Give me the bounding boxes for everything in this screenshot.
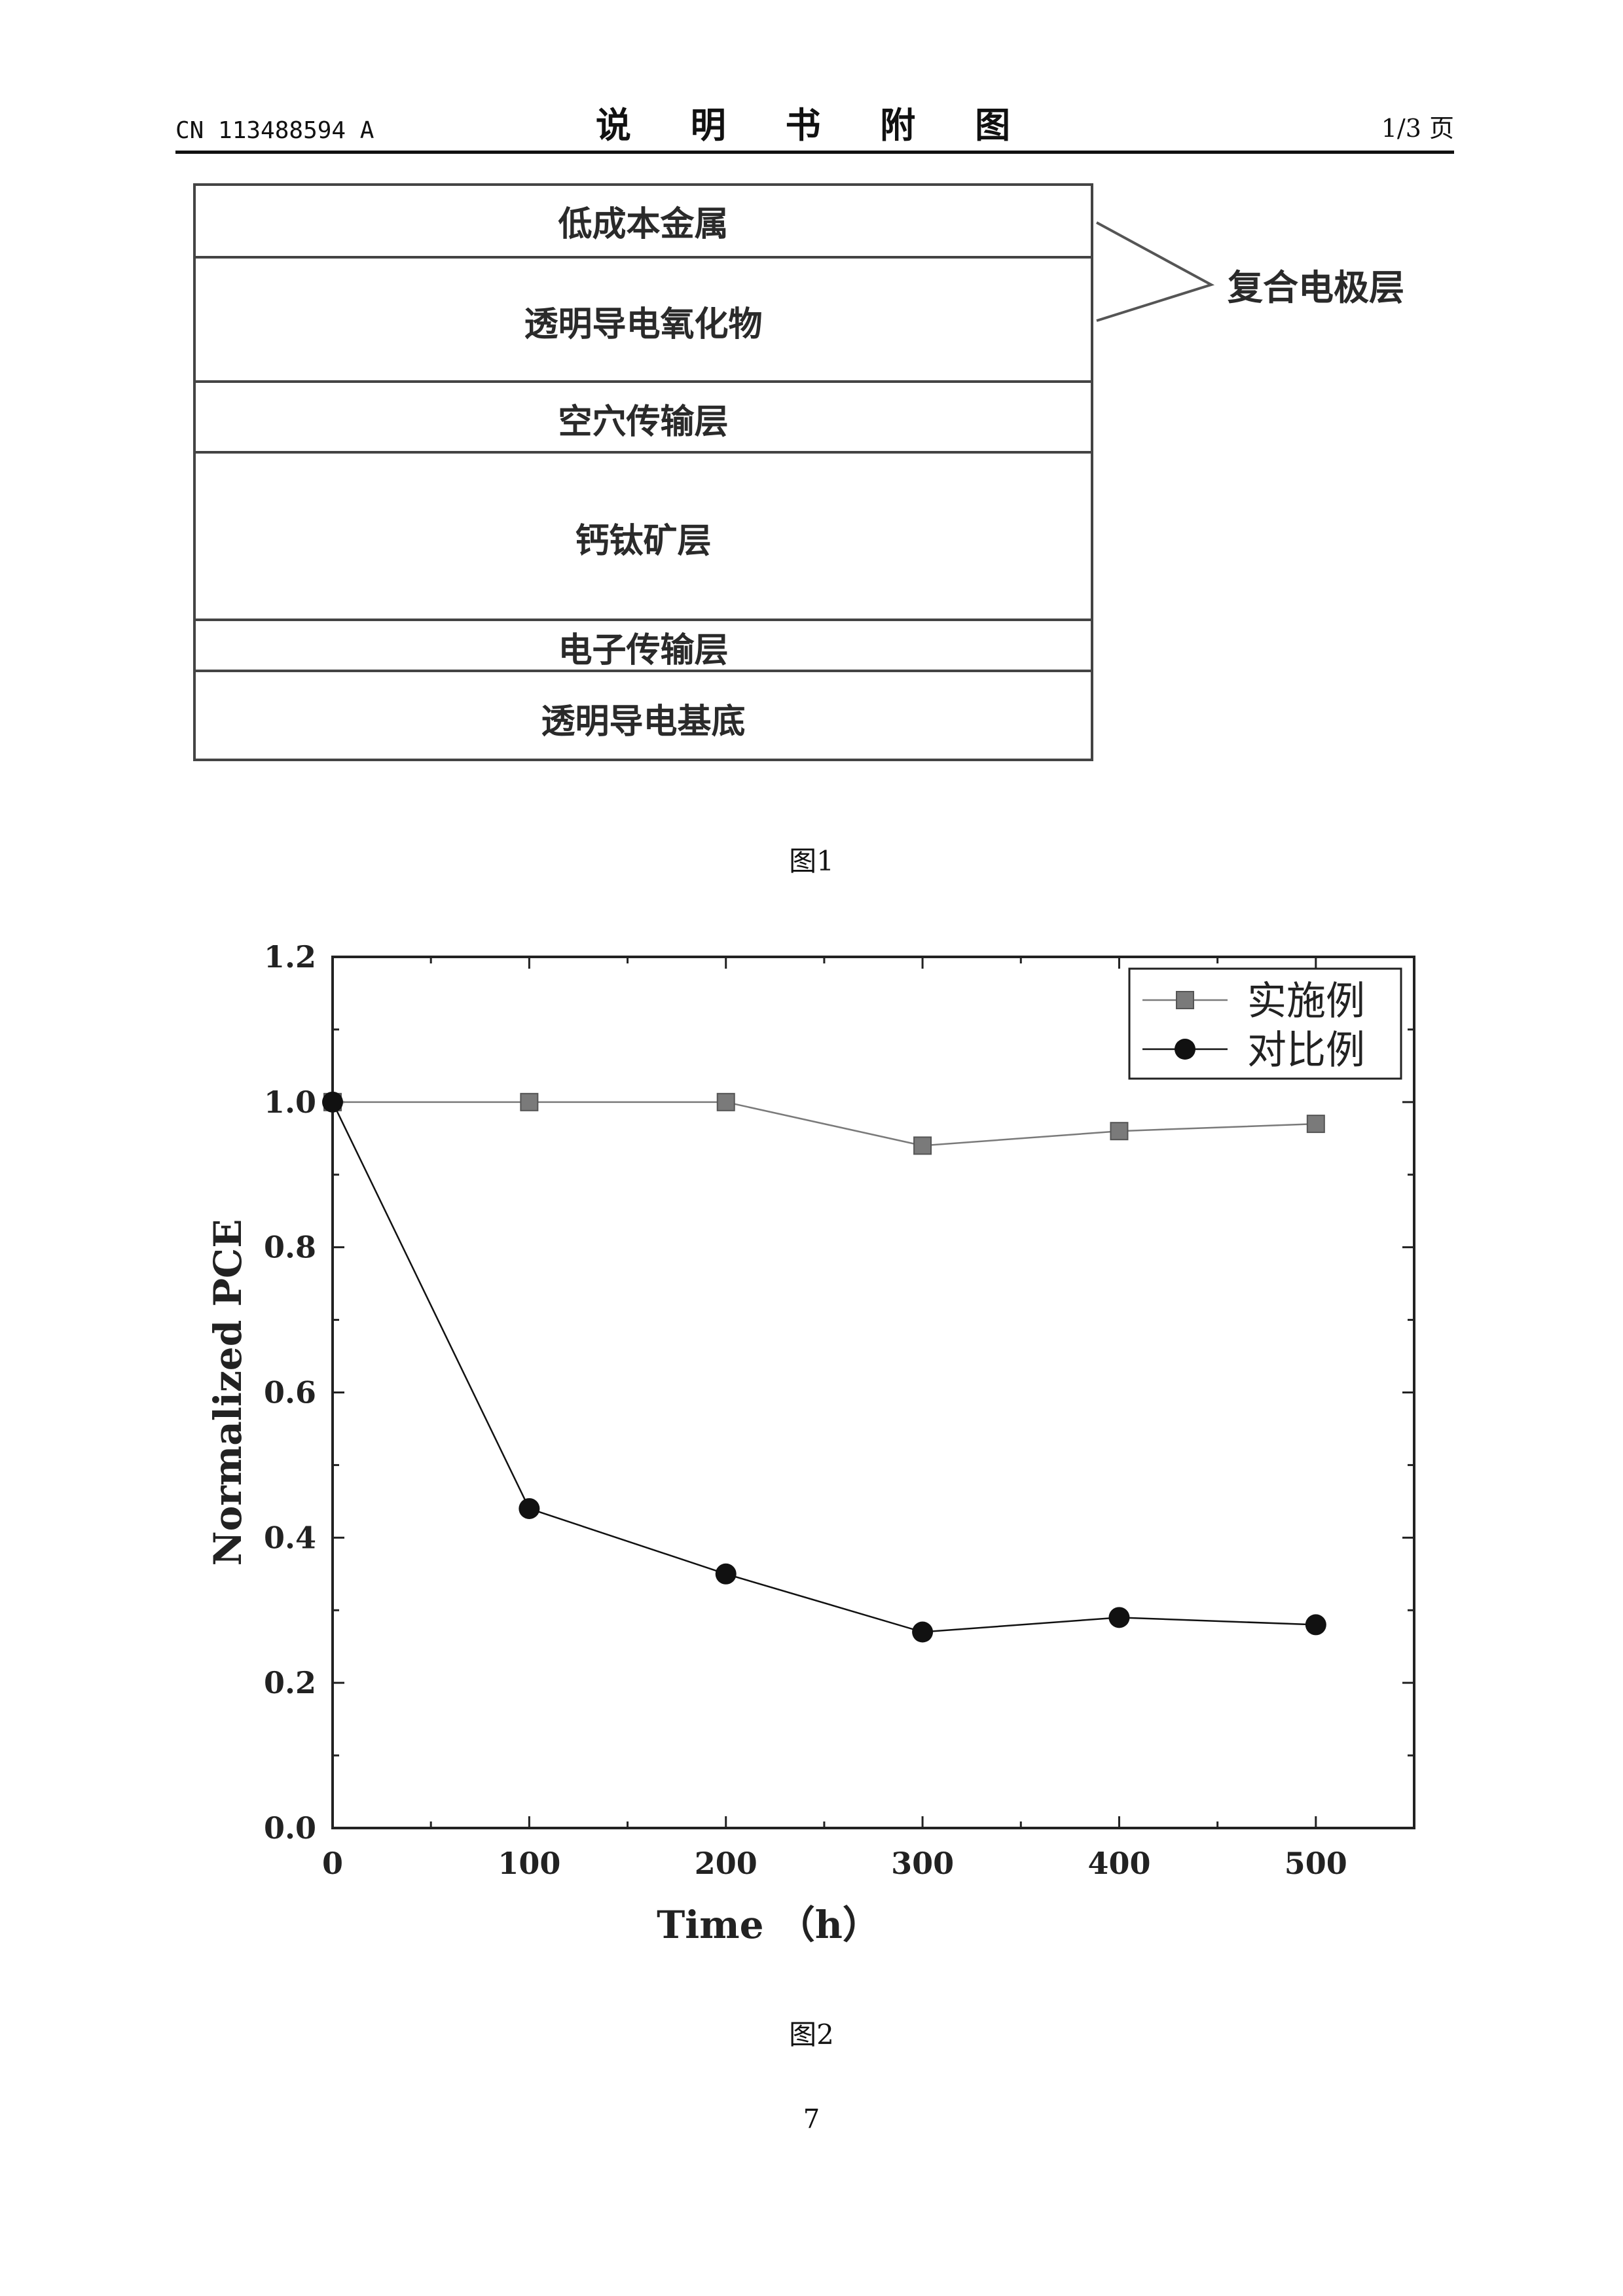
layer-transparent-conductive-oxide: 透明导电氧化物 xyxy=(196,256,1091,383)
composite-electrode-label: 复合电极层 xyxy=(1228,267,1404,308)
legend-marker-1 xyxy=(1175,1039,1195,1060)
figure2-caption: 图2 xyxy=(789,2018,834,2051)
legend-box xyxy=(1128,967,1402,1080)
x-tick-label: 300 xyxy=(891,1846,954,1881)
x-tick-label: 200 xyxy=(695,1846,757,1881)
page-number: 7 xyxy=(803,2104,820,2134)
y-tick-label: 0.2 xyxy=(264,1665,316,1700)
series-1-point xyxy=(912,1621,934,1643)
y-axis-label: Normalized PCE xyxy=(206,1219,250,1566)
y-tick-label: 0.8 xyxy=(264,1230,316,1265)
page-indicator: 1/3 页 xyxy=(1381,114,1454,143)
series-line-0 xyxy=(333,1101,1316,1147)
layer-transparent-conductive-substrate: 透明导电基底 xyxy=(196,670,1091,764)
layer-stack-diagram: 低成本金属 透明导电氧化物 空穴传输层 钙钛矿层 电子传输层 透明导电基底 xyxy=(193,183,1093,761)
series-0-point xyxy=(1110,1122,1129,1141)
legend-label-1: 对比例 xyxy=(1247,1028,1365,1073)
y-tick-label: 1.0 xyxy=(264,1085,316,1120)
series-1-point xyxy=(322,1091,343,1113)
x-axis-label: Time （h） xyxy=(657,1903,881,1947)
series-1-point xyxy=(519,1498,540,1519)
x-tick-label: 100 xyxy=(498,1846,560,1881)
x-tick-label: 0 xyxy=(322,1846,343,1881)
x-tick-label: 400 xyxy=(1087,1846,1150,1881)
figure1-caption: 图1 xyxy=(789,845,834,877)
series-1-point xyxy=(1108,1607,1130,1628)
y-tick-label: 0.0 xyxy=(264,1810,316,1846)
publication-number: CN 113488594 A xyxy=(175,117,374,144)
y-tick-label: 1.2 xyxy=(264,939,316,975)
layer-low-cost-metal: 低成本金属 xyxy=(558,205,729,244)
layer-hole-transport: 空穴传输层 xyxy=(196,380,1091,454)
y-tick-label: 0.6 xyxy=(264,1375,316,1410)
callout-bracket xyxy=(1096,221,1215,322)
series-0-point xyxy=(913,1136,932,1155)
layer-electron-transport: 电子传输层 xyxy=(196,619,1091,672)
plot-frame xyxy=(331,956,1415,1829)
series-0-point xyxy=(520,1092,539,1111)
legend-label-0: 实施例 xyxy=(1247,978,1365,1024)
layer-perovskite: 钙钛矿层 xyxy=(196,451,1091,621)
section-title: 说 明 书 附 图 xyxy=(595,104,1034,146)
legend-marker-0 xyxy=(1176,991,1194,1009)
page-header: CN 113488594 A 说 明 书 附 图 1/3 页 xyxy=(175,101,1454,154)
y-tick-label: 0.4 xyxy=(264,1520,316,1555)
series-0-point xyxy=(716,1092,735,1111)
series-0-point xyxy=(1306,1115,1325,1134)
series-1-point xyxy=(1305,1614,1326,1636)
x-tick-label: 500 xyxy=(1285,1846,1347,1881)
series-line-1 xyxy=(331,1102,1316,1633)
series-1-point xyxy=(715,1563,737,1585)
